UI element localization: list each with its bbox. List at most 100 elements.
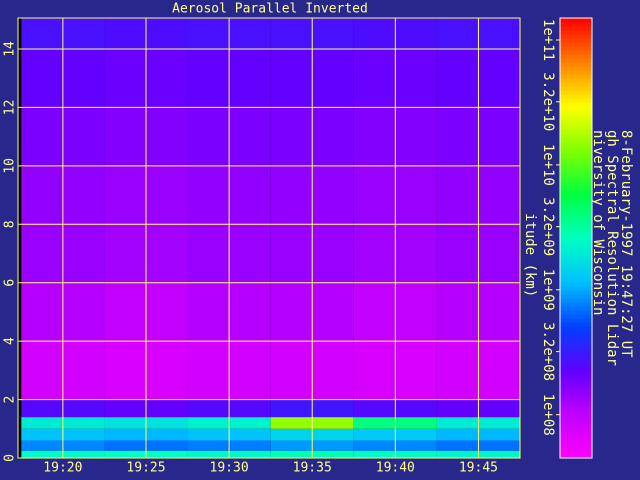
colorbar-segment (560, 274, 592, 279)
colorbar-segment (560, 58, 592, 63)
colorbar-segment (560, 182, 592, 187)
colorbar-segment (560, 306, 592, 311)
colorbar-segment (560, 382, 592, 387)
y-tick-label: 12 (3, 100, 18, 116)
colorbar-segment (560, 226, 592, 231)
x-tick-label: 19:20 (43, 461, 82, 476)
colorbar-tick-label: 1e+08 (540, 394, 556, 436)
colorbar-segment (560, 286, 592, 291)
colorbar-segment (560, 254, 592, 259)
colorbar-segment (560, 370, 592, 375)
colorbar-segment (560, 234, 592, 239)
colorbar-segment (560, 386, 592, 391)
colorbar-segment (560, 66, 592, 71)
colorbar-segment (560, 30, 592, 35)
colorbar-segment (560, 154, 592, 159)
colorbar-segment (560, 258, 592, 263)
y-tick-label: 14 (3, 41, 18, 57)
x-tick-label: 19:30 (210, 461, 249, 476)
colorbar-segment (560, 438, 592, 443)
colorbar-segment (560, 422, 592, 427)
colorbar-segment (560, 206, 592, 211)
colorbar-segment (560, 238, 592, 243)
colorbar-segment (560, 174, 592, 179)
y-axis-label: itude (km) (522, 213, 538, 297)
colorbar-segment (560, 410, 592, 415)
colorbar-segment (560, 362, 592, 367)
colorbar-segment (560, 50, 592, 55)
x-tick-label: 19:25 (126, 461, 165, 476)
colorbar-segment (560, 262, 592, 267)
colorbar-segment (560, 418, 592, 423)
colorbar-segment (560, 366, 592, 371)
colorbar-segment (560, 158, 592, 163)
annotation: niversity of Wisconsin (590, 130, 606, 315)
colorbar-segment (560, 350, 592, 355)
y-tick-label: 8 (3, 220, 18, 228)
colorbar-segment (560, 62, 592, 67)
colorbar-segment (560, 134, 592, 139)
colorbar-segment (560, 78, 592, 83)
colorbar-segment (560, 86, 592, 91)
colorbar-segment (560, 326, 592, 331)
colorbar-segment (560, 110, 592, 115)
colorbar-segment (560, 94, 592, 99)
colorbar-segment (560, 18, 592, 23)
colorbar-segment (560, 38, 592, 43)
colorbar-segment (560, 454, 592, 459)
y-tick-label: 10 (3, 158, 18, 174)
colorbar-segment (560, 442, 592, 447)
colorbar-segment (560, 394, 592, 399)
colorbar-segment (560, 358, 592, 363)
colorbar-segment (560, 102, 592, 107)
colorbar-segment (560, 246, 592, 251)
colorbar-segment (560, 130, 592, 135)
colorbar-tick-label: 1e+11 (540, 19, 556, 61)
colorbar-segment (560, 434, 592, 439)
colorbar-segment (560, 70, 592, 75)
colorbar-segment (560, 46, 592, 51)
x-tick-label: 19:35 (293, 461, 332, 476)
annotation: gh Spectral Resolution Lidar (604, 130, 620, 366)
y-tick-label: 2 (3, 396, 18, 404)
colorbar-segment (560, 202, 592, 207)
colorbar-segment (560, 90, 592, 95)
colorbar-segment (560, 22, 592, 27)
colorbar-segment (560, 302, 592, 307)
colorbar-segment (560, 106, 592, 111)
colorbar-segment (560, 194, 592, 199)
colorbar-segment (560, 314, 592, 319)
y-tick-label: 0 (3, 454, 18, 462)
colorbar-segment (560, 214, 592, 219)
colorbar-segment (560, 378, 592, 383)
colorbar-segment (560, 346, 592, 351)
colorbar-segment (560, 146, 592, 151)
colorbar-segment (560, 450, 592, 455)
colorbar-segment (560, 74, 592, 79)
x-tick-label: 19:45 (459, 461, 498, 476)
chart-title: Aerosol Parallel Inverted (172, 2, 368, 17)
colorbar-tick-label: 1e+10 (540, 144, 556, 186)
colorbar-segment (560, 178, 592, 183)
colorbar-segment (560, 150, 592, 155)
colorbar-segment (560, 390, 592, 395)
colorbar-segment (560, 42, 592, 47)
colorbar-segment (560, 278, 592, 283)
colorbar-segment (560, 354, 592, 359)
x-tick-label: 19:40 (376, 461, 415, 476)
colorbar-segment (560, 118, 592, 123)
colorbar-segment (560, 250, 592, 255)
colorbar-segment (560, 334, 592, 339)
colorbar-segment (560, 406, 592, 411)
colorbar-tick-label: 3.2e+08 (540, 322, 556, 381)
colorbar-segment (560, 374, 592, 379)
colorbar-segment (560, 402, 592, 407)
colorbar-segment (560, 330, 592, 335)
plot-frame (17, 17, 521, 459)
colorbar-segment (560, 210, 592, 215)
colorbar-segment (560, 218, 592, 223)
colorbar-segment (560, 126, 592, 131)
colorbar-segment (560, 270, 592, 275)
colorbar-segment (560, 170, 592, 175)
